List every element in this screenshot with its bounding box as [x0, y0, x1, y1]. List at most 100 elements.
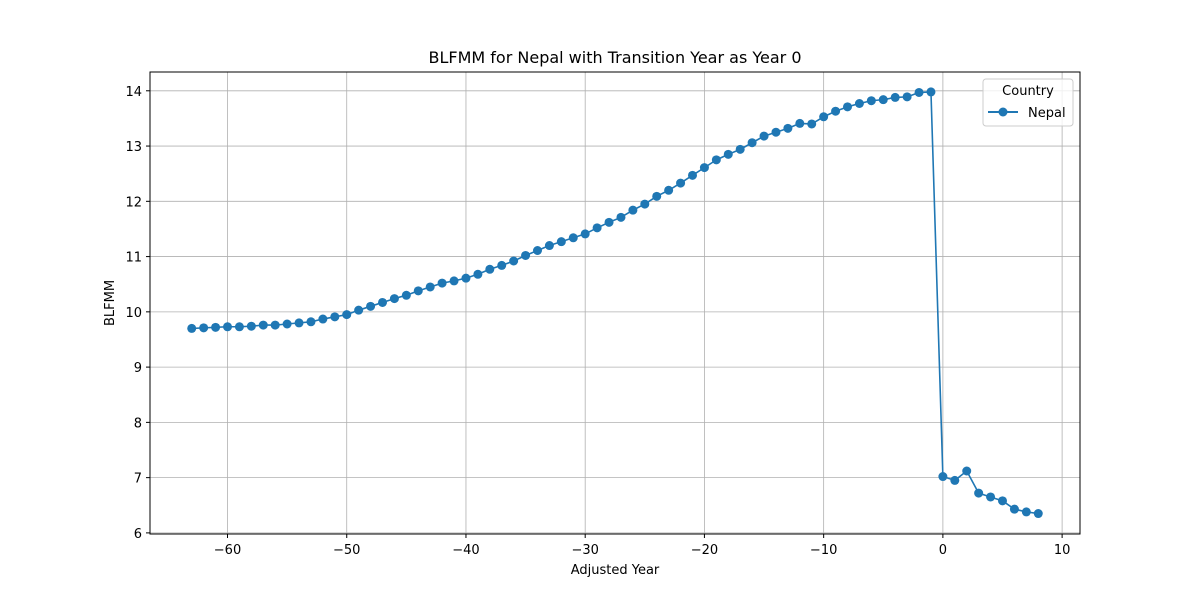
chart-title: BLFMM for Nepal with Transition Year as … [429, 48, 802, 67]
plot-area-frame [149, 71, 1081, 535]
data-point-nepal[interactable] [533, 246, 542, 255]
data-point-nepal[interactable] [819, 112, 829, 122]
data-point-nepal[interactable] [270, 320, 280, 330]
data-point-nepal[interactable] [711, 155, 721, 165]
data-point-nepal[interactable] [878, 95, 888, 105]
data-point-nepal[interactable] [771, 127, 781, 137]
data-point-nepal[interactable] [437, 278, 447, 288]
data-point-nepal[interactable] [795, 118, 805, 128]
y-tick-label: 10 [125, 306, 142, 321]
data-point-nepal[interactable] [1021, 507, 1031, 517]
data-point-nepal[interactable] [425, 282, 435, 292]
data-point-nepal[interactable] [246, 321, 256, 331]
data-point-nepal[interactable] [759, 131, 769, 141]
data-point-nepal[interactable] [211, 322, 221, 332]
data-point-nepal[interactable] [342, 310, 352, 320]
x-tick-label: −20 [691, 543, 718, 558]
data-point-nepal[interactable] [854, 99, 864, 108]
data-point-nepal[interactable] [890, 92, 900, 102]
data-point-nepal[interactable] [652, 191, 662, 201]
data-point-nepal[interactable] [521, 250, 531, 260]
data-point-nepal[interactable] [902, 92, 912, 102]
data-point-nepal[interactable] [330, 312, 340, 322]
y-tick-label: 9 [134, 361, 142, 376]
data-point-nepal[interactable] [223, 322, 232, 332]
data-point-nepal[interactable] [664, 185, 674, 195]
data-point-nepal[interactable] [807, 119, 817, 129]
data-point-nepal[interactable] [676, 178, 686, 188]
data-point-nepal[interactable] [628, 205, 638, 215]
data-point-nepal[interactable] [294, 318, 304, 328]
data-point-nepal[interactable] [306, 317, 316, 327]
x-tick-label: −60 [214, 543, 241, 558]
x-tick-label: 10 [1054, 543, 1071, 558]
y-axis-ticks: 6 7 8 9 10 11 12 13 14 [125, 85, 150, 542]
legend[interactable]: Country Nepal [982, 78, 1074, 127]
data-point-nepal[interactable] [604, 217, 614, 227]
y-tick-label: 12 [125, 195, 142, 210]
x-tick-label: −30 [571, 543, 598, 558]
data-point-nepal[interactable] [1033, 509, 1043, 519]
x-axis-ticks: −60 −50 −40 −30 −20 −10 0 10 [214, 534, 1071, 558]
grid-lines [150, 72, 1080, 534]
data-point-nepal[interactable] [199, 323, 209, 333]
data-point-nepal[interactable] [234, 322, 244, 332]
data-point-nepal[interactable] [747, 138, 757, 148]
y-tick-label: 11 [125, 251, 142, 266]
data-point-nepal[interactable] [843, 102, 852, 112]
data-point-nepal[interactable] [640, 199, 650, 209]
data-point-nepal[interactable] [318, 314, 328, 324]
data-point-nepal[interactable] [378, 297, 387, 307]
x-axis-label: Adjusted Year [571, 563, 660, 578]
data-point-nepal[interactable] [831, 106, 841, 116]
data-point-nepal[interactable] [544, 241, 554, 251]
data-point-nepal[interactable] [282, 319, 292, 329]
data-point-nepal[interactable] [962, 466, 972, 476]
data-point-nepal[interactable] [699, 163, 709, 173]
data-point-nepal[interactable] [485, 264, 495, 274]
data-point-nepal[interactable] [258, 320, 268, 330]
x-tick-label: −50 [333, 543, 360, 558]
data-point-nepal[interactable] [926, 87, 936, 97]
x-tick-label: −10 [810, 543, 837, 558]
data-point-nepal[interactable] [723, 149, 733, 159]
legend-label-nepal: Nepal [1028, 106, 1066, 121]
data-point-nepal[interactable] [986, 492, 996, 502]
y-axis-label: BLFMM [103, 280, 118, 326]
data-point-nepal[interactable] [592, 223, 602, 233]
data-point-nepal[interactable] [497, 260, 507, 270]
data-point-nepal[interactable] [187, 323, 197, 333]
data-point-nepal[interactable] [783, 123, 793, 133]
series-group [187, 87, 1043, 519]
y-tick-label: 13 [125, 140, 142, 155]
data-point-nepal[interactable] [461, 273, 471, 283]
data-point-nepal[interactable] [950, 475, 960, 485]
y-tick-label: 7 [134, 472, 142, 487]
data-point-nepal[interactable] [413, 286, 423, 296]
data-point-nepal[interactable] [354, 305, 364, 315]
data-point-nepal[interactable] [580, 229, 590, 239]
data-point-nepal[interactable] [938, 472, 948, 482]
y-tick-label: 8 [134, 416, 142, 431]
data-point-nepal[interactable] [998, 496, 1007, 506]
data-point-nepal[interactable] [389, 294, 399, 304]
data-point-nepal[interactable] [509, 256, 519, 266]
data-point-nepal[interactable] [735, 144, 745, 154]
data-point-nepal[interactable] [974, 488, 984, 498]
data-point-nepal[interactable] [449, 276, 459, 286]
data-point-nepal[interactable] [688, 170, 697, 180]
data-point-nepal[interactable] [556, 237, 566, 247]
data-point-nepal[interactable] [866, 96, 876, 106]
data-point-nepal[interactable] [401, 290, 411, 300]
data-point-nepal[interactable] [473, 269, 483, 279]
x-tick-label: 0 [939, 543, 947, 558]
y-tick-label: 6 [134, 527, 142, 542]
data-point-nepal[interactable] [616, 212, 626, 222]
x-tick-label: −40 [452, 543, 479, 558]
data-point-nepal[interactable] [568, 233, 578, 243]
data-point-nepal[interactable] [914, 87, 924, 97]
y-tick-label: 14 [125, 85, 142, 100]
data-point-nepal[interactable] [1009, 504, 1019, 514]
data-point-nepal[interactable] [366, 301, 376, 311]
